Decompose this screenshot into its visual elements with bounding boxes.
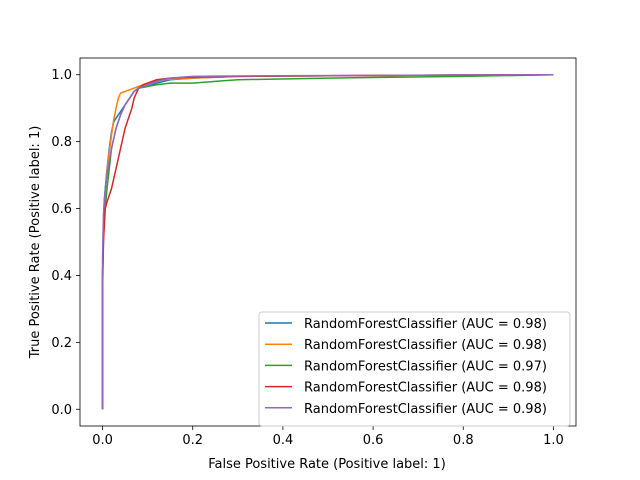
legend-box xyxy=(258,311,571,427)
y-tick-label: 0.6 xyxy=(51,202,72,217)
legend: RandomForestClassifier (AUC = 0.98) Rando… xyxy=(258,311,571,427)
y-axis-label: True Positive Rate (Positive label: 1) xyxy=(28,126,43,360)
x-axis-ticks: 0.0 0.2 0.4 0.6 0.8 1.0 xyxy=(92,426,564,448)
x-tick-label: 0.8 xyxy=(453,433,474,448)
y-axis-ticks: 0.0 0.2 0.4 0.6 0.8 1.0 xyxy=(51,68,80,418)
legend-label: RandomForestClassifier (AUC = 0.98) xyxy=(304,381,547,396)
legend-label: RandomForestClassifier (AUC = 0.97) xyxy=(304,359,547,374)
y-tick-label: 0.4 xyxy=(51,269,72,284)
roc-curve-5 xyxy=(101,73,554,410)
y-tick-label: 0.0 xyxy=(51,403,72,418)
x-axis-label: False Positive Rate (Positive label: 1) xyxy=(208,457,446,472)
legend-label: RandomForestClassifier (AUC = 0.98) xyxy=(304,402,547,417)
plot-lines xyxy=(101,73,554,410)
legend-label: RandomForestClassifier (AUC = 0.98) xyxy=(304,338,547,353)
x-tick-label: 0.2 xyxy=(182,433,203,448)
x-tick-label: 1.0 xyxy=(543,433,564,448)
y-tick-label: 0.8 xyxy=(51,135,72,150)
x-tick-label: 0.4 xyxy=(273,433,294,448)
x-tick-label: 0.6 xyxy=(363,433,384,448)
legend-label: RandomForestClassifier (AUC = 0.98) xyxy=(304,317,547,332)
y-tick-label: 1.0 xyxy=(51,68,72,83)
x-tick-label: 0.0 xyxy=(92,433,113,448)
y-tick-label: 0.2 xyxy=(51,336,72,351)
